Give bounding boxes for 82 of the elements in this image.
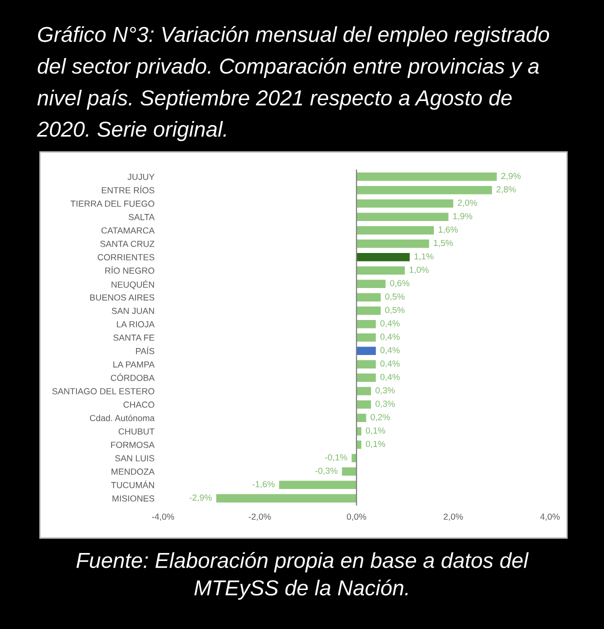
bar (356, 266, 405, 275)
data-label: 0,4% (380, 374, 400, 382)
data-label: 1,9% (453, 213, 472, 220)
bar (356, 226, 434, 234)
y-tick-label: SANTA FE (113, 334, 154, 341)
bar (356, 386, 372, 396)
bar (356, 360, 376, 368)
data-label: 0,4% (380, 360, 400, 368)
bar (352, 454, 356, 462)
y-tick-label: SANTA CRUZ (100, 240, 154, 247)
y-tick-label: RÍO NEGRO (105, 266, 154, 274)
x-tick-label: 2,0% (444, 514, 463, 521)
y-tick-label: NEUQUÉN (112, 280, 154, 290)
bar (216, 494, 356, 502)
bar (356, 199, 454, 208)
y-tick-label: SAN JUAN (112, 308, 154, 314)
data-label: 2,9% (501, 172, 521, 180)
data-label: 1,5% (434, 240, 453, 248)
bar (356, 333, 376, 342)
data-label: 0,3% (376, 387, 395, 394)
data-label: 0,5% (385, 293, 404, 301)
y-tick-label: Cdad. Autónoma (90, 414, 155, 422)
data-label: 0,4% (380, 334, 400, 341)
bar (356, 440, 362, 449)
data-label: 0,2% (370, 414, 390, 422)
bar (356, 400, 372, 409)
data-label: -0,1% (325, 454, 348, 462)
y-tick-label: LA RIOJA (116, 321, 155, 328)
source-note: Fuente: Elaboración propia en base a datos del MTEySS de la Nación. (76, 552, 529, 600)
chart-title: Gráfico N°3: Variación mensual del empleo registrado del sector privado. Comparación entre provincias y a nivel país. Septiembre 2021 respecto a Agosto de 2020. Serie original. (36, 26, 550, 142)
data-label: 1,6% (438, 226, 458, 234)
data-label: -0,3% (315, 468, 338, 475)
bar (356, 252, 410, 262)
bar (356, 172, 497, 181)
y-tick-label: JUJUY (128, 174, 154, 180)
y-tick-label: BUENOS AIRES (90, 294, 154, 301)
data-label: 0,4% (380, 347, 400, 354)
y-tick-label: ENTRE RÍOS (102, 186, 154, 194)
x-tick-label: 4,0% (540, 514, 560, 521)
y-tick-label: SANTIAGO DEL ESTERO (52, 388, 154, 394)
y-tick-label: MISIONES (112, 495, 154, 502)
bar (356, 427, 362, 436)
y-tick-label: TUCUMÁN (111, 480, 154, 488)
data-label: -1,6% (252, 481, 275, 488)
bar (356, 346, 376, 356)
bar (356, 414, 366, 422)
bar (356, 320, 376, 328)
data-label: -2,9% (190, 494, 212, 502)
data-label: 0,3% (376, 400, 395, 408)
data-label: 1,0% (410, 266, 429, 274)
y-tick-label: CORRIENTES (98, 254, 154, 260)
y-tick-label: CATAMARCA (101, 227, 155, 234)
y-tick-label: TIERRA DEL FUEGO (70, 200, 154, 207)
y-tick-label: FORMOSA (111, 442, 155, 448)
bar (356, 306, 381, 315)
data-label: 2,8% (496, 186, 516, 194)
data-label: 0,1% (366, 427, 386, 435)
data-label: 0,5% (385, 306, 404, 314)
data-label: 1,1% (414, 253, 434, 260)
data-label: 0,6% (390, 280, 410, 288)
bar (356, 212, 448, 222)
bar (356, 186, 492, 194)
y-tick-label: CHACO (124, 402, 154, 408)
bar (356, 280, 386, 288)
bar (342, 467, 356, 476)
bar (356, 374, 376, 382)
y-tick-label: MENDOZA (112, 468, 155, 475)
x-tick-label: -2,0% (248, 514, 271, 521)
y-tick-label: SAN LUIS (115, 455, 154, 462)
data-label: 0,4% (380, 320, 400, 328)
y-tick-label: LA PAMPA (113, 361, 155, 368)
y-tick-label: CHUBUT (118, 428, 154, 435)
bar (356, 293, 381, 302)
y-tick-label: SALTA (128, 214, 155, 220)
data-label: 0,1% (366, 440, 386, 448)
y-tick-label: PAÍS (136, 346, 154, 354)
bar (279, 480, 356, 490)
x-tick-label: -4,0% (152, 514, 174, 521)
bar (356, 240, 430, 248)
y-tick-label: CÓRDOBA (110, 373, 155, 381)
x-tick-label: 0,0% (346, 514, 366, 521)
data-label: 2,0% (458, 200, 478, 207)
